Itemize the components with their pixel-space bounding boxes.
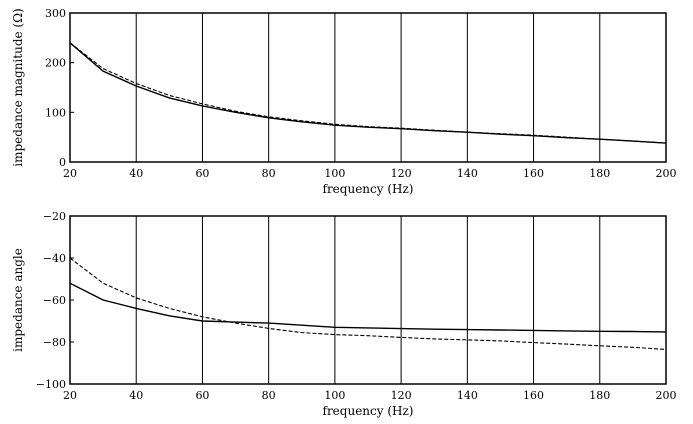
plot-frame [69, 215, 667, 385]
dashed-series-line [69, 257, 667, 350]
magnitude-chart: 20 40 60 80 100 120 140 160 180 200 0 100 200 300 freq… [11, 7, 677, 196]
y-tick-label: −20 [43, 210, 66, 223]
x-tick-label: 60 [195, 389, 209, 402]
x-axis-label: frequency (Hz) [323, 182, 414, 196]
x-axis-label: frequency (Hz) [323, 404, 414, 418]
y-axis-label: impedance angle [11, 248, 25, 352]
x-tick-label: 140 [457, 167, 478, 180]
x-tick-label: 80 [262, 389, 276, 402]
y-tick-label: −60 [43, 294, 66, 307]
x-tick-label: 200 [656, 389, 677, 402]
x-tick-label: 120 [391, 167, 412, 180]
x-tick-label: 80 [262, 167, 276, 180]
y-axis-label: impedance magnitude (Ω) [11, 8, 25, 166]
y-tick-label: −40 [43, 252, 66, 265]
y-tick-label: 100 [45, 106, 66, 119]
y-tick-label: −80 [43, 336, 66, 349]
solid-series-line [69, 282, 667, 333]
y-tick-label: −100 [36, 378, 66, 391]
plot-frame [69, 12, 667, 163]
x-tick-label: 60 [195, 167, 209, 180]
angle-chart: 20 40 60 80 100 120 140 160 180 200 −100 −80 −60 −40 −… [11, 210, 677, 418]
y-tick-label: 300 [45, 7, 66, 20]
y-tick-label: 200 [45, 57, 66, 70]
x-tick-label: 120 [391, 389, 412, 402]
x-tick-label: 200 [656, 167, 677, 180]
x-tick-label: 160 [523, 389, 544, 402]
x-tick-label: 180 [589, 167, 610, 180]
x-tick-label: 20 [63, 389, 77, 402]
x-tick-label: 40 [129, 389, 143, 402]
solid-series-line [69, 42, 667, 144]
x-tick-label: 100 [324, 167, 345, 180]
x-tick-label: 100 [324, 389, 345, 402]
y-tick-label: 0 [59, 156, 66, 169]
x-tick-label: 140 [457, 389, 478, 402]
x-tick-label: 180 [589, 389, 610, 402]
x-tick-label: 160 [523, 167, 544, 180]
x-tick-label: 40 [129, 167, 143, 180]
dashed-series-line [69, 42, 667, 144]
x-tick-label: 20 [63, 167, 77, 180]
